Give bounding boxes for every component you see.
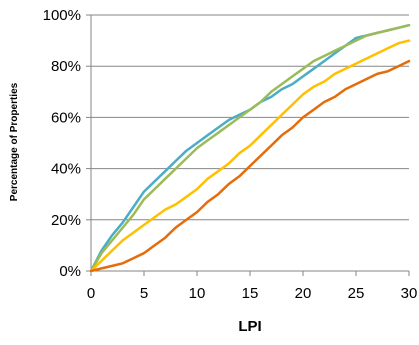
- series-line-2: [89, 23, 411, 273]
- tick-labels: 0% 20% 40% 60% 80% 100% 0 5 10 15 20 25 30: [43, 7, 418, 302]
- y-axis-title: Percentage of Properties: [9, 82, 20, 201]
- y-tick-label: 0%: [59, 263, 81, 280]
- x-tick-label: 20: [295, 285, 312, 302]
- series-lines: [89, 23, 411, 273]
- series-line-4: [89, 59, 411, 273]
- x-tick-label: 5: [140, 285, 148, 302]
- x-tick-label: 30: [401, 285, 418, 302]
- x-axis-title: LPI: [238, 318, 261, 335]
- y-tick-label: 100%: [43, 7, 81, 24]
- gridlines: [91, 14, 409, 221]
- y-tick-label: 40%: [51, 161, 81, 178]
- y-tick-label: 60%: [51, 109, 81, 126]
- series-line-3: [89, 39, 411, 273]
- axes: [86, 14, 410, 276]
- x-tick-label: 10: [189, 285, 206, 302]
- x-tick-label: 15: [242, 285, 259, 302]
- x-tick-label: 25: [348, 285, 365, 302]
- y-tick-label: 20%: [51, 212, 81, 229]
- x-tick-label: 0: [87, 285, 95, 302]
- y-tick-label: 80%: [51, 58, 81, 75]
